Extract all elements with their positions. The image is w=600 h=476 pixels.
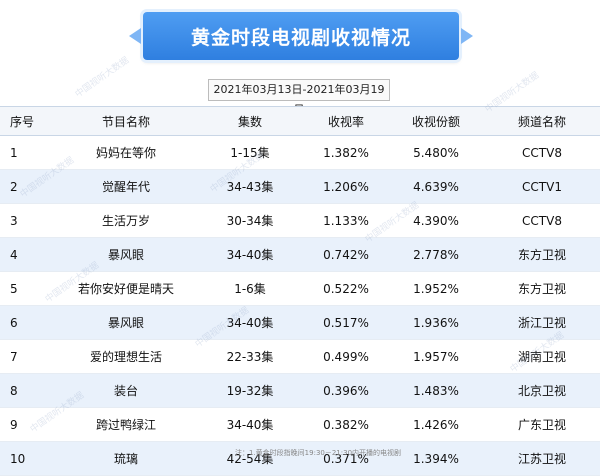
episodes-cell: 34-40集 (196, 237, 304, 272)
table-row: 4 暴风眼 34-40集 0.742% 2.778% 东方卫视 (0, 237, 600, 272)
table-row: 1 妈妈在等你 1-15集 1.382% 5.480% CCTV8 (0, 135, 600, 170)
program-name-cell: 觉醒年代 (56, 169, 196, 204)
title-banner: 黄金时段电视剧收视情况 (129, 12, 473, 60)
episodes-cell: 34-43集 (196, 169, 304, 204)
table-row: 2 觉醒年代 34-43集 1.206% 4.639% CCTV1 (0, 169, 600, 204)
rank-cell: 6 (0, 305, 56, 340)
table-row: 3 生活万岁 30-34集 1.133% 4.390% CCTV8 (0, 203, 600, 238)
channel-cell: 湖南卫视 (484, 339, 600, 374)
rank-cell: 1 (0, 135, 56, 170)
episodes-cell: 30-34集 (196, 203, 304, 238)
table-row: 10 琉璃 42-54集 0.371% 1.394% 江苏卫视 (0, 441, 600, 476)
header-channel: 频道名称 (484, 106, 600, 136)
channel-cell: CCTV8 (484, 203, 600, 238)
table-row: 7 爱的理想生活 22-33集 0.499% 1.957% 湖南卫视 (0, 339, 600, 374)
page-title: 黄金时段电视剧收视情况 (190, 26, 411, 49)
episodes-cell: 1-6集 (196, 271, 304, 306)
program-name-cell: 跨过鸭绿江 (56, 407, 196, 442)
share-cell: 1.483% (388, 373, 484, 408)
table-row: 9 跨过鸭绿江 34-40集 0.382% 1.426% 广东卫视 (0, 407, 600, 442)
table-row: 5 若你安好便是晴天 1-6集 0.522% 1.952% 东方卫视 (0, 271, 600, 306)
rank-cell: 5 (0, 271, 56, 306)
rating-cell: 0.517% (304, 305, 388, 340)
rank-cell: 7 (0, 339, 56, 374)
program-name-cell: 装台 (56, 373, 196, 408)
channel-cell: CCTV1 (484, 169, 600, 204)
rank-cell: 8 (0, 373, 56, 408)
rank-cell: 3 (0, 203, 56, 238)
program-name-cell: 琉璃 (56, 441, 196, 476)
episodes-cell: 34-40集 (196, 407, 304, 442)
channel-cell: 江苏卫视 (484, 441, 600, 476)
table-header-row: 序号 节目名称 集数 收视率 收视份额 频道名称 (0, 106, 600, 136)
header-rating: 收视率 (304, 106, 388, 136)
header-episodes: 集数 (196, 106, 304, 136)
share-cell: 1.957% (388, 339, 484, 374)
rating-cell: 1.382% (304, 135, 388, 170)
episodes-cell: 34-40集 (196, 305, 304, 340)
channel-cell: 东方卫视 (484, 237, 600, 272)
rank-cell: 4 (0, 237, 56, 272)
program-name-cell: 若你安好便是晴天 (56, 271, 196, 306)
channel-cell: CCTV8 (484, 135, 600, 170)
table-row: 6 暴风眼 34-40集 0.517% 1.936% 浙江卫视 (0, 305, 600, 340)
episodes-cell: 19-32集 (196, 373, 304, 408)
share-cell: 1.952% (388, 271, 484, 306)
channel-cell: 东方卫视 (484, 271, 600, 306)
episodes-cell: 1-15集 (196, 135, 304, 170)
program-name-cell: 生活万岁 (56, 203, 196, 238)
channel-cell: 北京卫视 (484, 373, 600, 408)
footnote: 注：1.黄金时段指晚间19:30－21:30内开播的电视剧 (235, 449, 402, 457)
channel-cell: 广东卫视 (484, 407, 600, 442)
rating-cell: 0.742% (304, 237, 388, 272)
share-cell: 5.480% (388, 135, 484, 170)
share-cell: 1.394% (388, 441, 484, 476)
rank-cell: 9 (0, 407, 56, 442)
rank-cell: 10 (0, 441, 56, 476)
program-name-cell: 妈妈在等你 (56, 135, 196, 170)
share-cell: 1.426% (388, 407, 484, 442)
share-cell: 4.639% (388, 169, 484, 204)
share-cell: 1.936% (388, 305, 484, 340)
program-name-cell: 暴风眼 (56, 237, 196, 272)
share-cell: 2.778% (388, 237, 484, 272)
episodes-cell: 22-33集 (196, 339, 304, 374)
date-range-label: 2021年03月13日-2021年03月19日 (208, 79, 390, 116)
header-rank: 序号 (0, 106, 56, 136)
rating-cell: 0.499% (304, 339, 388, 374)
rating-cell: 1.206% (304, 169, 388, 204)
rating-cell: 0.371% (304, 441, 388, 476)
program-name-cell: 暴风眼 (56, 305, 196, 340)
banner-left-decoration (129, 28, 141, 44)
rank-cell: 2 (0, 169, 56, 204)
header-program-name: 节目名称 (56, 106, 196, 136)
rating-cell: 1.133% (304, 203, 388, 238)
rating-cell: 0.522% (304, 271, 388, 306)
table-row: 8 装台 19-32集 0.396% 1.483% 北京卫视 (0, 373, 600, 408)
watermark-text: 中国视听大数据 (73, 55, 132, 100)
ratings-table: 序号 节目名称 集数 收视率 收视份额 频道名称 1 妈妈在等你 1-15集 1.38… (0, 106, 600, 476)
rating-cell: 0.382% (304, 407, 388, 442)
banner-right-decoration (461, 28, 473, 44)
channel-cell: 浙江卫视 (484, 305, 600, 340)
program-name-cell: 爱的理想生活 (56, 339, 196, 374)
rating-cell: 0.396% (304, 373, 388, 408)
header-share: 收视份额 (388, 106, 484, 136)
table-body: 1 妈妈在等你 1-15集 1.382% 5.480% CCTV8 2 觉醒年代 34-43集 1… (0, 135, 600, 476)
share-cell: 4.390% (388, 203, 484, 238)
episodes-cell: 42-54集 (196, 441, 304, 476)
